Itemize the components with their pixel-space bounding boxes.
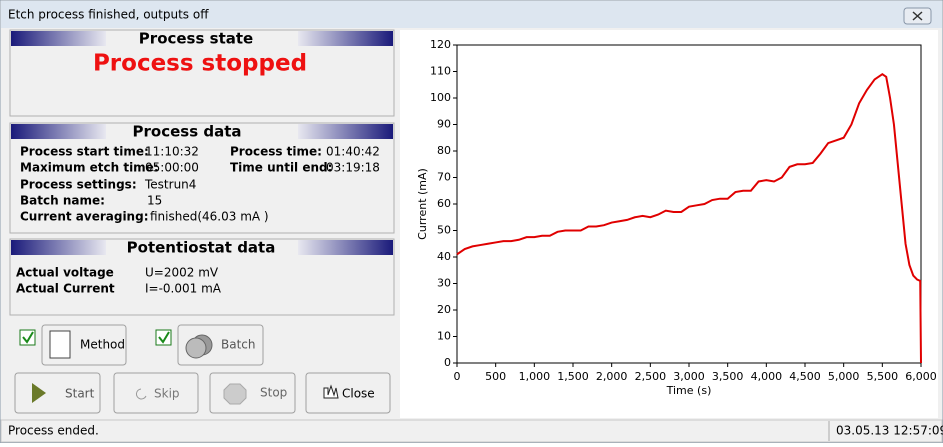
field-label: Process settings:	[20, 178, 137, 192]
x-tick-label: 4,500	[789, 370, 821, 383]
x-tick-label: 5,000	[828, 370, 860, 383]
button-label: Start	[65, 387, 95, 401]
x-tick-label: 1,000	[519, 370, 551, 383]
start-button[interactable]: Start	[14, 372, 101, 414]
play-icon	[32, 383, 46, 403]
panel-title: Process state	[139, 30, 253, 48]
y-axis-label: Current (mA)	[416, 168, 429, 240]
button-face[interactable]	[14, 372, 101, 414]
field-label: Actual Current	[16, 282, 115, 296]
x-tick-label: 5,500	[867, 370, 899, 383]
process-data-panel	[9, 122, 395, 234]
field-label: Process start time:	[20, 145, 149, 159]
x-tick-label: 2,500	[635, 370, 667, 383]
button-label: Close	[342, 387, 375, 401]
x-tick-label: 6,000	[905, 370, 937, 383]
y-tick-label: 70	[437, 171, 451, 184]
header-gradient	[298, 124, 393, 139]
status-timestamp: 03.05.13 12:57:09	[836, 424, 943, 438]
field-value: 03:19:18	[326, 161, 380, 175]
field-value: 11:10:32	[145, 145, 199, 159]
panel-title: Process data	[133, 123, 242, 141]
close-button[interactable]: Close	[305, 372, 391, 414]
x-tick-label: 3,000	[673, 370, 705, 383]
y-tick-label: 80	[437, 144, 451, 157]
title-bar	[1, 1, 942, 28]
field-label: Process time:	[230, 145, 322, 159]
header-gradient	[11, 240, 106, 255]
status-message: Process ended.	[8, 424, 99, 438]
chart: 0 10 20 30 40 50 60 70 80 90 100 110 120 0 500 1,000 1,5…	[416, 38, 937, 397]
y-tick-label: 110	[430, 65, 451, 78]
window-title: Etch process finished, outputs off	[8, 8, 209, 22]
field-value: 05:00:00	[145, 161, 199, 175]
x-axis-label: Time (s)	[666, 384, 712, 397]
data-line	[456, 72, 922, 364]
y-tick-label: 10	[437, 330, 451, 343]
x-tick-label: 3,500	[712, 370, 744, 383]
process-status: Process stopped	[93, 51, 307, 77]
field-label: Current averaging:	[20, 210, 149, 224]
header-gradient	[298, 240, 393, 255]
field-value: finished(46.03 mA )	[150, 210, 269, 224]
field-label: Actual voltage	[16, 266, 114, 280]
x-tick-label: 2,000	[596, 370, 628, 383]
button-label: Stop	[260, 386, 287, 400]
skip-icon	[135, 388, 147, 400]
field-value: U=2002 mV	[145, 266, 219, 280]
y-tick-label: 60	[437, 197, 451, 210]
y-tick-label: 20	[437, 303, 451, 316]
y-tick-label: 90	[437, 118, 451, 131]
y-tick-label: 100	[430, 91, 451, 104]
header-gradient	[11, 124, 106, 139]
button-face[interactable]	[113, 372, 199, 414]
y-tick-label: 0	[444, 356, 451, 369]
x-tick-label: 4,000	[751, 370, 783, 383]
document-icon	[49, 330, 71, 359]
y-tick-label: 30	[437, 277, 451, 290]
button-label: Batch	[221, 338, 256, 352]
skip-button[interactable]: Skip	[113, 372, 199, 414]
batch-checkbox[interactable]	[155, 329, 172, 346]
field-value: 01:40:42	[326, 145, 380, 159]
method-checkbox[interactable]	[19, 329, 36, 346]
close-icon	[912, 11, 923, 21]
x-tick-label: 1,500	[557, 370, 589, 383]
stop-button[interactable]: Stop	[209, 372, 296, 414]
stop-icon	[223, 383, 247, 405]
y-tick-label: 40	[437, 250, 451, 263]
x-tick-label: 500	[485, 370, 506, 383]
button-label: Method	[80, 338, 125, 352]
button-label: Skip	[154, 387, 180, 401]
y-tick-label: 120	[430, 38, 451, 51]
header-gradient	[298, 31, 393, 46]
field-value: 15	[147, 194, 162, 208]
hand-icon	[323, 384, 339, 399]
button-face[interactable]	[305, 372, 391, 414]
method-button[interactable]: Method	[41, 324, 127, 366]
close-window-button[interactable]	[903, 7, 932, 25]
panel-title: Potentiostat data	[127, 239, 276, 257]
chart-panel	[400, 30, 938, 418]
x-tick-label: 0	[454, 370, 461, 383]
status-bar	[0, 419, 943, 443]
checkmark	[22, 331, 34, 344]
header-gradient	[11, 31, 106, 46]
checkmark	[158, 331, 170, 344]
field-label: Batch name:	[20, 194, 105, 208]
batch-button[interactable]: Batch	[177, 324, 264, 366]
field-value: I=-0.001 mA	[145, 282, 222, 296]
batch-icon	[185, 337, 207, 359]
field-value: Testrun4	[144, 178, 196, 192]
y-tick-label: 50	[437, 224, 451, 237]
field-label: Maximum etch time:	[20, 161, 159, 175]
field-label: Time until end:	[230, 161, 332, 175]
